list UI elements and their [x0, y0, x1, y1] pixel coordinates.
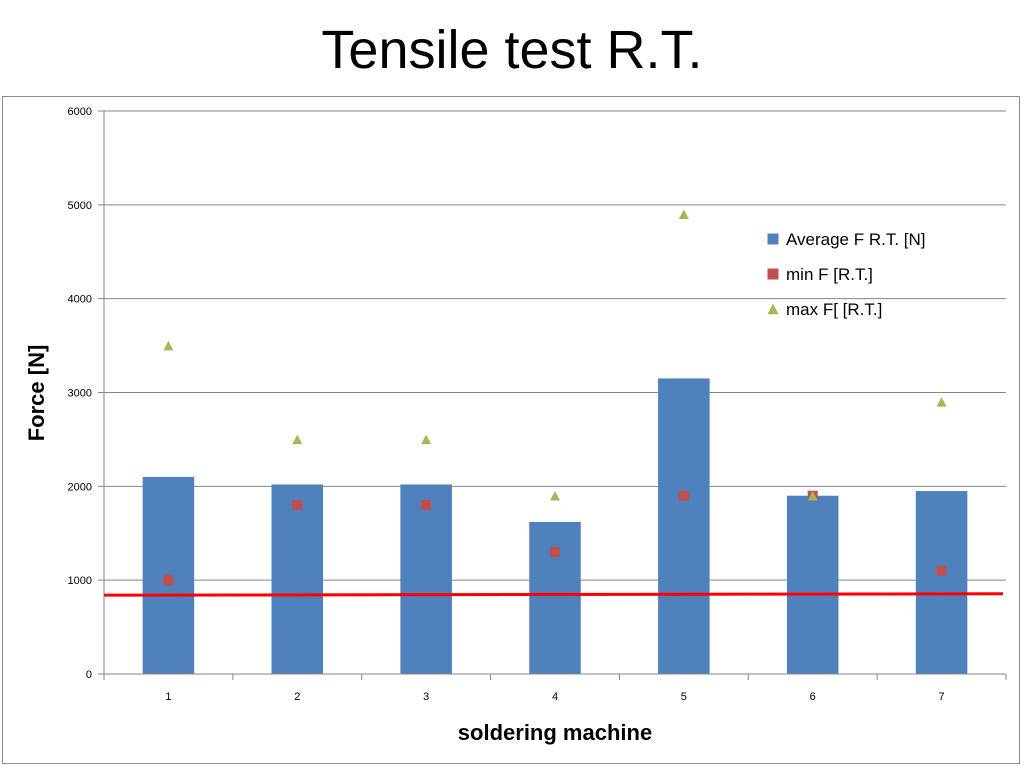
marker-series — [163, 209, 947, 586]
max-marker — [550, 490, 560, 501]
legend-swatch — [767, 303, 779, 315]
min-marker — [550, 547, 560, 558]
max-marker — [421, 434, 432, 445]
y-tick-label: 2000 — [68, 481, 92, 493]
legend-swatch — [767, 233, 779, 245]
legend-swatch — [767, 268, 779, 280]
bar — [400, 484, 452, 674]
x-axis-title: soldering machine — [458, 720, 652, 745]
bar-series — [142, 378, 968, 674]
legend-label: min F [R.T.] — [786, 265, 873, 284]
x-tick-label: 2 — [294, 691, 300, 703]
x-tick-label: 1 — [165, 691, 171, 703]
y-tick-label: 5000 — [68, 200, 92, 212]
legend-label: Average F R.T. [N] — [786, 230, 926, 249]
bar — [271, 484, 324, 674]
max-marker — [292, 434, 303, 445]
x-tick-label: 5 — [681, 691, 687, 703]
y-tick-label: 0 — [86, 669, 92, 681]
reference-line — [103, 592, 1004, 597]
max-marker — [678, 209, 689, 219]
gridlines — [104, 110, 1006, 581]
axes: 0 1000 2000 3000 4000 5000 6000 1 2 3 4 5 6 7 — [68, 106, 1007, 703]
x-tick-label: 3 — [423, 691, 429, 703]
reference-line-layer — [103, 592, 1004, 597]
slide-title: Tensile test R.T. — [321, 20, 703, 80]
min-marker — [678, 490, 689, 501]
y-tick-label: 1000 — [68, 575, 92, 587]
bar — [915, 491, 968, 674]
max-marker — [936, 397, 947, 407]
x-tick-label: 7 — [939, 691, 945, 703]
y-tick-label: 4000 — [68, 294, 92, 306]
min-marker — [421, 500, 432, 511]
legend-label: max F[ [R.T.] — [786, 300, 882, 319]
min-marker — [292, 500, 303, 511]
x-tick-label: 4 — [552, 691, 558, 703]
y-axis-title: Force [N] — [24, 345, 49, 442]
x-tick-label: 6 — [810, 691, 816, 703]
legend: Average F R.T. [N] min F [R.T.] max F[ [R.… — [767, 230, 926, 319]
bar — [786, 495, 839, 674]
bar — [529, 521, 581, 674]
bar — [658, 378, 710, 674]
y-tick-label: 6000 — [68, 106, 92, 118]
min-marker — [163, 575, 174, 586]
y-tick-label: 3000 — [68, 388, 92, 400]
max-marker — [163, 340, 174, 351]
min-marker — [936, 565, 947, 576]
max-marker — [807, 490, 818, 501]
